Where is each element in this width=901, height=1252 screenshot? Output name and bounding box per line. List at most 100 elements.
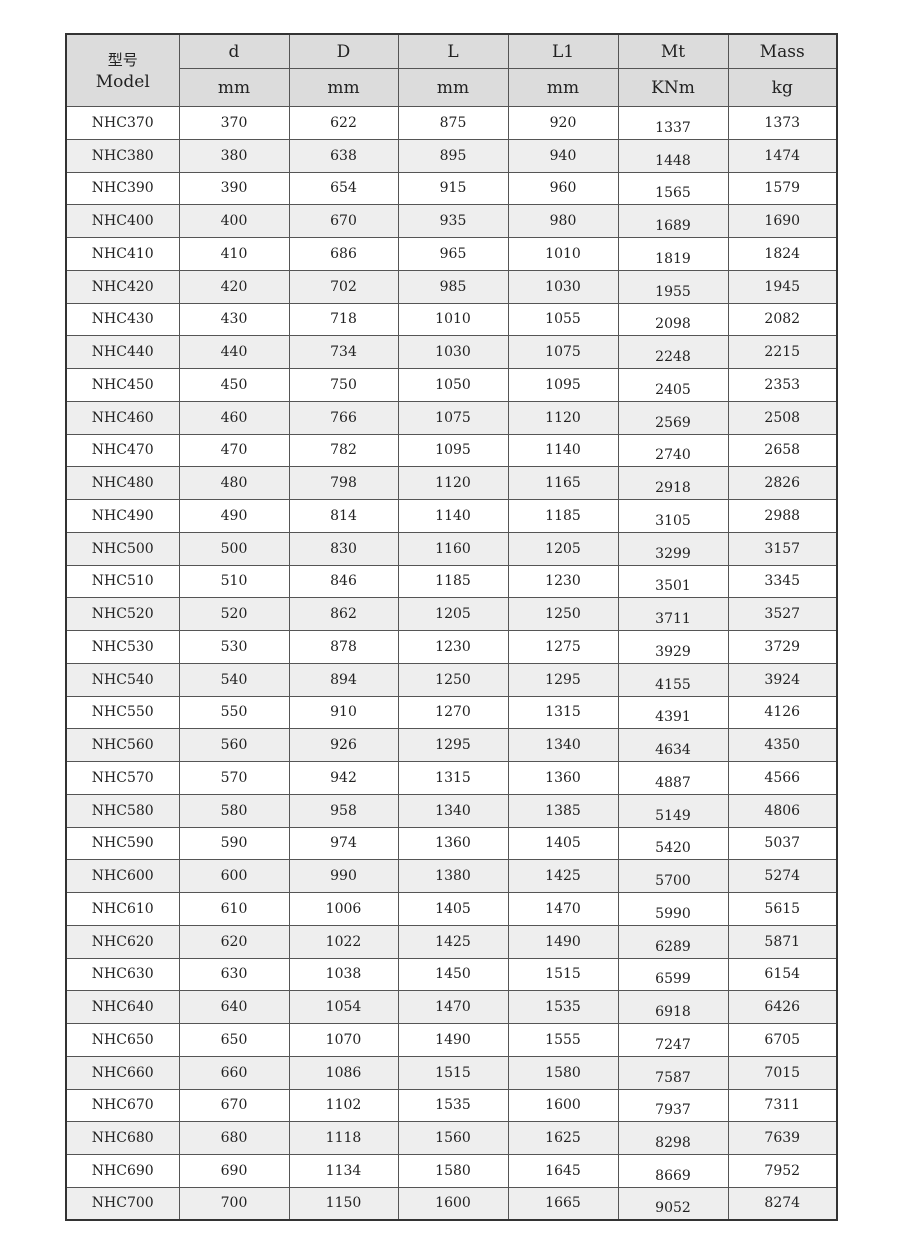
- table-row: NHC450 450 750 1050 1095 2405 2353: [65, 368, 838, 402]
- cell-Mt: 9052: [617, 1186, 729, 1221]
- cell-model: NHC690: [65, 1154, 180, 1188]
- cell-L: 1425: [397, 924, 509, 959]
- cell-value: NHC370: [91, 114, 154, 131]
- cell-mass: 4350: [727, 728, 838, 762]
- cell-value: 1824: [764, 245, 801, 262]
- cell-mass: 7015: [727, 1055, 838, 1090]
- cell-value: 540: [220, 671, 248, 688]
- cell-value: 2353: [764, 376, 801, 393]
- cell-Mt: 3299: [617, 531, 729, 566]
- cell-L1: 960: [507, 171, 619, 206]
- cell-model: NHC570: [65, 761, 180, 795]
- cell-L1: 1405: [507, 826, 619, 861]
- cell-L1: 1230: [507, 564, 619, 599]
- cell-value: 940: [549, 147, 577, 164]
- table-row: NHC440 440 734 1030 1075 2248 2215: [65, 335, 838, 369]
- cell-L: 1010: [397, 302, 509, 337]
- cell-L1: 1185: [507, 499, 619, 533]
- cell-value: 2082: [764, 311, 801, 328]
- cell-value: NHC400: [91, 213, 154, 230]
- cell-value: 600: [220, 868, 248, 885]
- cell-L: 1405: [397, 892, 509, 926]
- cell-D: 734: [288, 335, 399, 369]
- cell-value: 1600: [545, 1097, 581, 1114]
- cell-model: NHC390: [65, 171, 180, 206]
- cell-D: 1070: [288, 1023, 399, 1057]
- cell-d: 510: [178, 564, 290, 599]
- cell-mass: 5274: [727, 859, 838, 893]
- cell-value: 1405: [435, 900, 471, 917]
- cell-value: 1474: [764, 147, 801, 164]
- header-d: d: [178, 33, 290, 69]
- cell-L1: 980: [507, 204, 619, 238]
- cell-value: NHC450: [91, 376, 154, 393]
- cell-value: 3105: [655, 512, 691, 529]
- cell-L1: 1250: [507, 597, 619, 631]
- cell-value: 942: [330, 769, 357, 786]
- cell-model: NHC630: [65, 957, 180, 992]
- cell-model: NHC680: [65, 1121, 180, 1155]
- cell-L1: 1030: [507, 269, 619, 304]
- cell-d: 410: [178, 237, 290, 271]
- cell-L: 1360: [397, 826, 509, 861]
- cell-D: 910: [288, 695, 399, 730]
- cell-Mt: 7937: [617, 1088, 729, 1123]
- cell-value: 1448: [655, 152, 691, 169]
- cell-value: 1515: [545, 966, 581, 983]
- cell-D: 846: [288, 564, 399, 599]
- cell-mass: 5615: [727, 892, 838, 926]
- cell-value: 1006: [325, 900, 362, 917]
- cell-value: 1360: [545, 769, 581, 786]
- cell-L: 935: [397, 204, 509, 238]
- cell-value: 1385: [545, 802, 581, 819]
- cell-L: 1140: [397, 499, 509, 533]
- cell-D: 622: [288, 106, 399, 140]
- cell-value: 1250: [545, 606, 581, 623]
- header-row-units: mm mm mm mm KNm kg: [66, 68, 838, 107]
- cell-L1: 1515: [507, 957, 619, 992]
- cell-value: 520: [220, 606, 248, 623]
- cell-value: 400: [220, 213, 248, 230]
- cell-value: 7587: [655, 1069, 691, 1086]
- cell-value: 702: [330, 278, 357, 295]
- cell-d: 440: [178, 335, 290, 369]
- cell-D: 862: [288, 597, 399, 631]
- cell-value: 2988: [764, 507, 801, 524]
- cell-value: 2405: [655, 381, 691, 398]
- cell-value: 670: [330, 213, 357, 230]
- cell-mass: 3157: [727, 531, 838, 566]
- table-row: NHC550 550 910 1270 1315 4391 4126: [65, 695, 838, 730]
- cell-value: 1580: [435, 1162, 471, 1179]
- cell-Mt: 4391: [617, 695, 729, 730]
- cell-mass: 7952: [727, 1154, 838, 1188]
- cell-d: 570: [178, 761, 290, 795]
- cell-value: 1373: [764, 114, 801, 131]
- cell-L: 965: [397, 237, 509, 271]
- cell-d: 390: [178, 171, 290, 206]
- cell-value: 965: [439, 245, 467, 262]
- cell-L: 1030: [397, 335, 509, 369]
- cell-value: 5420: [655, 840, 691, 857]
- cell-value: NHC500: [91, 540, 154, 557]
- cell-value: 1337: [655, 119, 691, 136]
- cell-model: NHC640: [65, 990, 180, 1024]
- cell-value: 4887: [655, 774, 691, 791]
- cell-value: 7937: [655, 1102, 691, 1119]
- cell-value: 766: [330, 409, 357, 426]
- cell-model: NHC660: [65, 1055, 180, 1090]
- cell-d: 550: [178, 695, 290, 730]
- table-row: NHC660 660 1086 1515 1580 7587 7015: [65, 1055, 838, 1090]
- cell-value: NHC580: [91, 802, 154, 819]
- cell-value: 480: [220, 475, 248, 492]
- cell-L1: 940: [507, 138, 619, 173]
- cell-model: NHC560: [65, 728, 180, 762]
- cell-D: 878: [288, 630, 399, 664]
- cell-value: 1490: [545, 933, 581, 950]
- cell-D: 894: [288, 662, 399, 697]
- cell-L: 1270: [397, 695, 509, 730]
- table-row: NHC610 610 1006 1405 1470 5990 5615: [65, 892, 838, 926]
- cell-value: 3711: [655, 611, 691, 628]
- cell-value: 5871: [764, 933, 801, 950]
- table-row: NHC680 680 1118 1560 1625 8298 7639: [65, 1121, 838, 1155]
- cell-value: 3929: [655, 643, 691, 660]
